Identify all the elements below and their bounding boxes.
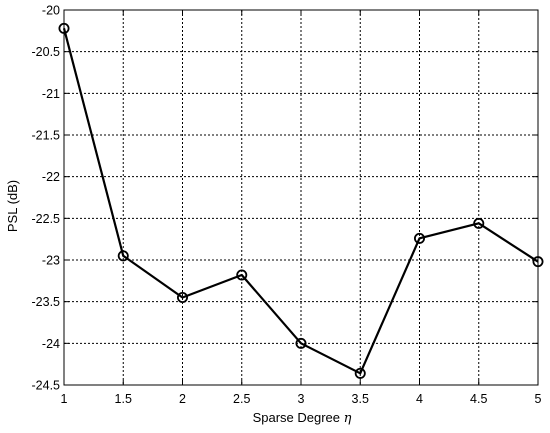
x-tick-label: 4.5 [470,392,487,406]
y-tick-label: -24.5 [32,379,61,393]
y-tick-label: -20 [42,4,60,18]
y-tick-label: -23.5 [32,295,61,309]
x-tick-label: 1.5 [115,392,132,406]
x-tick-label: 4 [416,392,423,406]
x-tick-label: 1 [61,392,68,406]
y-axis-label: PSL (dB) [5,180,20,232]
y-tick-label: -21 [42,87,60,101]
data-point-marker [473,217,485,229]
x-tick-label: 2 [179,392,186,406]
y-tick-label: -20.5 [32,45,61,59]
x-tick-label: 5 [535,392,542,406]
data-point-marker [58,22,70,34]
data-point-marker [236,269,248,281]
x-tick-labels: 1 1.5 2 2.5 3 3.5 4 4.5 5 [61,392,542,406]
x-tick-label: 3.5 [352,392,369,406]
y-tick-labels: -20 -20.5 -21 -21.5 -22 -22.5 -23 -23.5 -24 -24.5 [32,4,61,393]
data-point-marker [176,291,188,303]
y-tick-label: -22 [42,170,60,184]
series-markers [58,22,544,379]
grid-lines [64,10,538,385]
y-tick-label: -22.5 [32,212,61,226]
data-point-marker [117,250,129,262]
data-point-marker [354,367,366,379]
data-point-marker [413,232,425,244]
x-tick-label: 3 [298,392,305,406]
y-tick-label: -24 [42,337,60,351]
data-point-marker [295,337,307,349]
data-point-marker [532,256,544,268]
y-tick-label: -21.5 [32,129,61,143]
x-tick-label: 2.5 [233,392,250,406]
x-axis-label: Sparse Degree η [253,410,352,426]
y-tick-label: -23 [42,254,60,268]
series-line [62,28,539,375]
